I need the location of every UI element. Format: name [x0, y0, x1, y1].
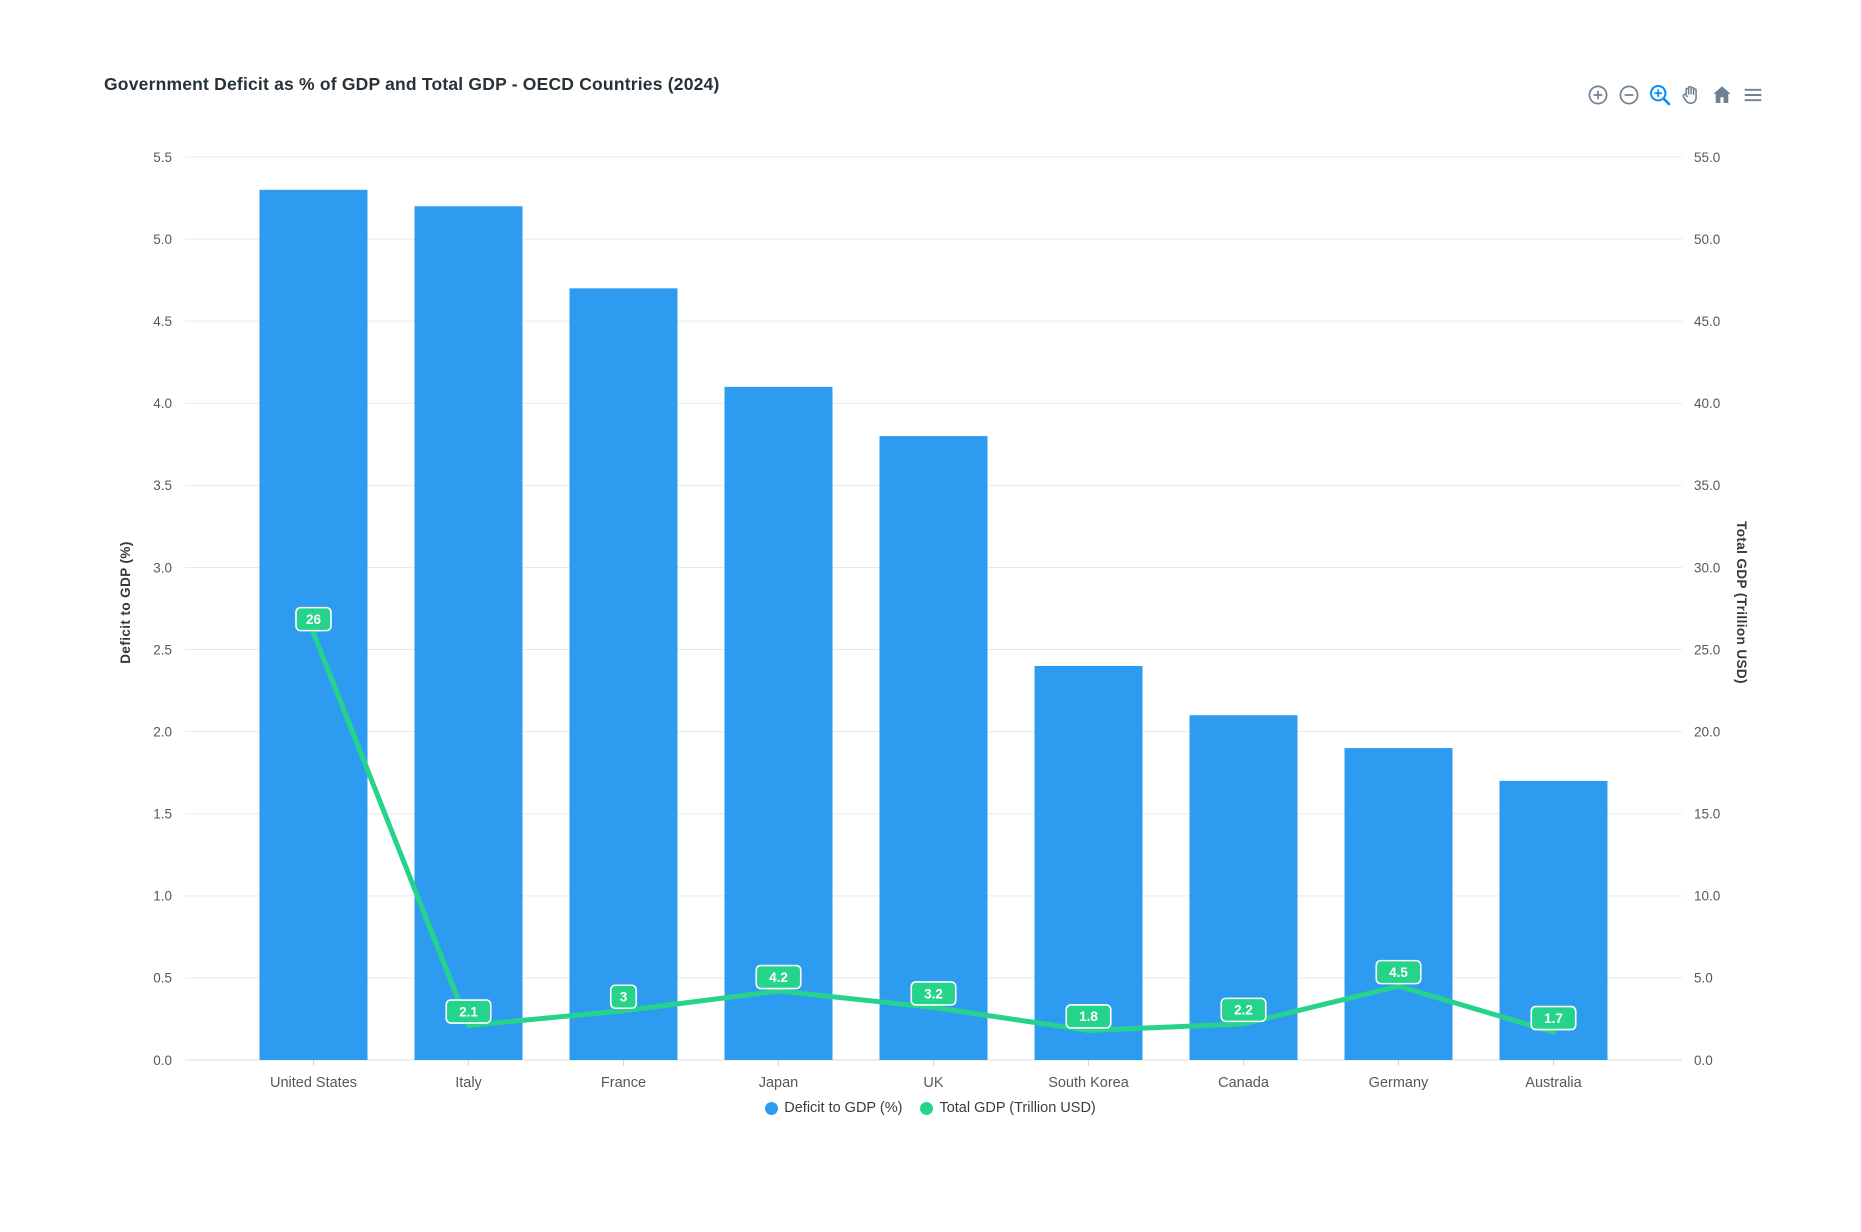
x-label-canada: Canada — [1218, 1075, 1270, 1091]
bar-france[interactable] — [569, 288, 678, 1060]
y-left-tick-label: 2.0 — [153, 724, 172, 739]
chart-title: Government Deficit as % of GDP and Total… — [104, 74, 720, 94]
y-right-tick-label: 40.0 — [1694, 396, 1720, 411]
y-left-tick-label: 3.5 — [153, 478, 172, 493]
data-label-badge — [1220, 997, 1267, 1023]
legend-label-deficit: Deficit to GDP (%) — [784, 1100, 903, 1116]
data-label-badge — [1530, 1005, 1577, 1031]
y-right-tick-label: 15.0 — [1694, 807, 1720, 822]
line-data-label-france: 3 — [609, 984, 638, 1010]
bar-south-korea[interactable] — [1034, 665, 1143, 1060]
data-label-text: 2.1 — [459, 1004, 478, 1019]
bar-germany[interactable] — [1344, 748, 1453, 1060]
data-label-text: 1.8 — [1079, 1009, 1098, 1024]
y-right-tick-label: 0.0 — [1694, 1053, 1713, 1068]
legend-label-gdp: Total GDP (Trillion USD) — [939, 1100, 1096, 1116]
legend-marker-bar-icon — [765, 1101, 779, 1115]
x-label-uk: UK — [923, 1075, 943, 1091]
pan-icon[interactable] — [1679, 83, 1703, 107]
x-label-united-states: United States — [270, 1075, 357, 1091]
legend: Deficit to GDP (%) Total GDP (Trillion U… — [0, 1100, 1861, 1116]
bar-italy[interactable] — [414, 206, 523, 1061]
data-label-badge — [295, 606, 332, 632]
x-label-germany: Germany — [1369, 1075, 1429, 1091]
y-left-tick-label: 2.5 — [153, 642, 172, 657]
y-left-tick-label: 5.0 — [153, 232, 172, 247]
data-label-badge — [1065, 1004, 1112, 1029]
line-data-label-canada: 2.2 — [1220, 997, 1267, 1023]
menu-icon[interactable] — [1741, 83, 1765, 107]
bar-japan[interactable] — [724, 386, 833, 1060]
data-label-text: 4.5 — [1389, 965, 1408, 980]
line-data-label-japan: 4.2 — [755, 964, 802, 990]
y-right-tick-label: 35.0 — [1694, 478, 1720, 493]
chart-toolbar — [1586, 83, 1765, 107]
y-right-tick-label: 25.0 — [1694, 642, 1720, 657]
y-left-tick-label: 1.0 — [153, 889, 172, 904]
data-label-badge — [445, 999, 492, 1024]
x-label-italy: Italy — [455, 1075, 482, 1091]
x-label-france: France — [601, 1075, 646, 1091]
data-label-badge — [755, 964, 802, 990]
line-data-label-italy: 2.1 — [445, 999, 492, 1024]
line-data-label-south-korea: 1.8 — [1065, 1004, 1112, 1029]
y-left-tick-label: 3.0 — [153, 560, 172, 575]
data-label-text: 3 — [620, 990, 628, 1005]
y-left-tick-label: 0.0 — [153, 1053, 172, 1068]
y-left-tick-label: 4.0 — [153, 396, 172, 411]
zoom-in-icon[interactable] — [1586, 83, 1610, 107]
line-data-label-germany: 4.5 — [1375, 959, 1422, 985]
home-icon[interactable] — [1710, 83, 1734, 107]
x-label-australia: Australia — [1525, 1075, 1582, 1091]
x-label-south-korea: South Korea — [1048, 1075, 1130, 1091]
data-label-text: 1.7 — [1544, 1011, 1563, 1026]
zoom-out-icon[interactable] — [1617, 83, 1641, 107]
y-left-tick-label: 4.5 — [153, 314, 172, 329]
y-right-tick-label: 5.0 — [1694, 971, 1713, 986]
y-left-tick-label: 1.5 — [153, 807, 172, 822]
y-right-tick-label: 55.0 — [1694, 150, 1720, 165]
y-right-tick-label: 30.0 — [1694, 560, 1720, 575]
y-right-tick-label: 50.0 — [1694, 232, 1720, 247]
data-label-text: 2.2 — [1234, 1003, 1253, 1018]
data-label-badge — [609, 984, 638, 1010]
data-label-badge — [910, 981, 957, 1006]
data-label-text: 3.2 — [924, 986, 943, 1001]
line-data-label-australia: 1.7 — [1530, 1005, 1577, 1031]
y-right-tick-label: 20.0 — [1694, 724, 1720, 739]
y-right-tick-label: 10.0 — [1694, 889, 1720, 904]
data-label-text: 26 — [306, 612, 322, 627]
legend-item-deficit[interactable]: Deficit to GDP (%) — [765, 1100, 902, 1116]
y-left-tick-label: 0.5 — [153, 971, 172, 986]
y-right-tick-label: 45.0 — [1694, 314, 1720, 329]
selection-zoom-icon[interactable] — [1648, 83, 1672, 107]
legend-marker-line-icon — [920, 1101, 934, 1115]
bar-uk[interactable] — [879, 436, 988, 1060]
y-left-axis-title: Deficit to GDP (%) — [118, 541, 133, 663]
data-label-badge — [1375, 959, 1422, 985]
legend-item-gdp[interactable]: Total GDP (Trillion USD) — [920, 1100, 1096, 1116]
line-data-label-united-states: 26 — [295, 606, 332, 632]
gdp-line[interactable] — [311, 630, 1556, 1035]
x-label-japan: Japan — [759, 1075, 799, 1091]
y-right-axis-title: Total GDP (Trillion USD) — [1734, 521, 1749, 684]
y-left-tick-label: 5.5 — [153, 150, 172, 165]
line-data-label-uk: 3.2 — [910, 981, 957, 1006]
data-label-text: 4.2 — [769, 970, 788, 985]
